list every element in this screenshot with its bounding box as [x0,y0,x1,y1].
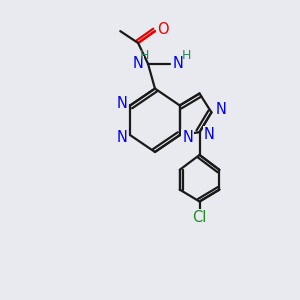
Text: N: N [117,130,128,145]
Text: Cl: Cl [192,210,207,225]
Text: N: N [172,56,183,71]
Text: H: H [182,50,191,62]
Text: N: N [117,96,128,111]
Text: O: O [157,22,169,37]
Text: N: N [216,102,227,117]
Text: N: N [204,127,215,142]
Text: N: N [182,130,193,145]
Text: H: H [140,50,149,62]
Text: N: N [133,56,143,71]
